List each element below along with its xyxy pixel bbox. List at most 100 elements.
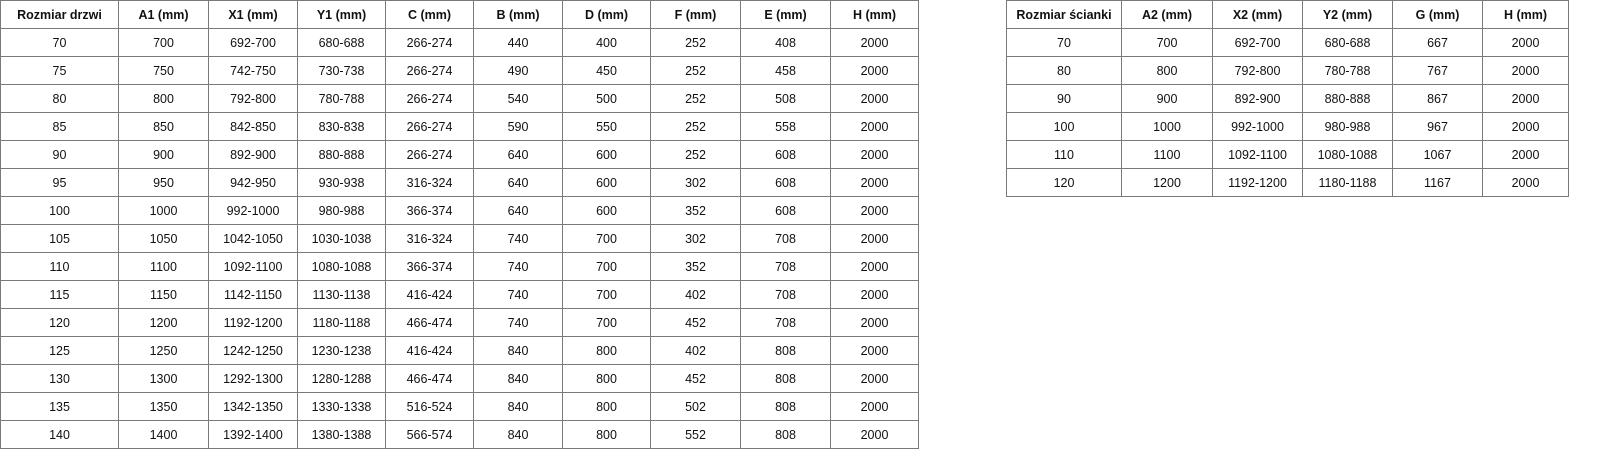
table-cell: 692-700	[1212, 28, 1303, 57]
table-cell: 700	[562, 252, 651, 281]
table-cell: 450	[562, 56, 651, 85]
table-cell: 366-374	[385, 196, 474, 225]
table-cell: 1380-1388	[297, 420, 386, 449]
table-cell: 700	[562, 280, 651, 309]
table-cell: 452	[650, 308, 741, 337]
table-cell: 950	[118, 168, 209, 197]
table-cell: 466-474	[385, 308, 474, 337]
table-cell: 70	[1006, 28, 1122, 57]
table-cell: 1142-1150	[208, 280, 298, 309]
table-row: 105 1050 1042-1050 1030-1038 316-324 740 700 30…	[0, 224, 919, 253]
header-row: Rozmiar ścianki A2 (mm) X2 (mm) Y2 (mm) G (m…	[1006, 0, 1569, 29]
table-cell: 608	[740, 140, 831, 169]
table-row: 110 1100 1092-1100 1080-1088 1067 2000	[1006, 140, 1569, 169]
table-cell: 1030-1038	[297, 224, 386, 253]
table-row: 120 1200 1192-1200 1180-1188 466-474 740 700 45…	[0, 308, 919, 337]
table-cell: 80	[0, 84, 119, 113]
table-cell: 550	[562, 112, 651, 141]
table-cell: 75	[0, 56, 119, 85]
table-row: 130 1300 1292-1300 1280-1288 466-474 840 800 45…	[0, 364, 919, 393]
table-cell: 402	[650, 280, 741, 309]
table-cell: 516-524	[385, 392, 474, 421]
table-cell: 640	[473, 168, 563, 197]
column-header: E (mm)	[740, 0, 831, 29]
table-cell: 120	[1006, 168, 1122, 197]
table-cell: 892-900	[208, 140, 298, 169]
table-cell: 110	[0, 252, 119, 281]
table-cell: 266-274	[385, 140, 474, 169]
table-cell: 1342-1350	[208, 392, 298, 421]
table-cell: 1092-1100	[208, 252, 298, 281]
table-cell: 1192-1200	[208, 308, 298, 337]
table-cell: 830-838	[297, 112, 386, 141]
table-row: 80 800 792-800 780-788 266-274 540 500 252 508 20…	[0, 84, 919, 113]
table-row: 75 750 742-750 730-738 266-274 490 450 252 458 20…	[0, 56, 919, 85]
table-cell: 1130-1138	[297, 280, 386, 309]
table-cell: 252	[650, 112, 741, 141]
table-cell: 1292-1300	[208, 364, 298, 393]
table-cell: 1092-1100	[1212, 140, 1303, 169]
table-cell: 2000	[1482, 84, 1569, 113]
table-cell: 502	[650, 392, 741, 421]
table-cell: 867	[1392, 84, 1483, 113]
table-cell: 2000	[830, 364, 919, 393]
table-cell: 2000	[830, 280, 919, 309]
table-cell: 2000	[830, 112, 919, 141]
table-row: 80 800 792-800 780-788 767 2000	[1006, 56, 1569, 85]
table-cell: 767	[1392, 56, 1483, 85]
table-cell: 800	[562, 364, 651, 393]
table-cell: 840	[473, 420, 563, 449]
table-cell: 440	[473, 28, 563, 57]
column-header: A1 (mm)	[118, 0, 209, 29]
table-cell: 942-950	[208, 168, 298, 197]
table-cell: 680-688	[297, 28, 386, 57]
column-header: Y1 (mm)	[297, 0, 386, 29]
column-header: H (mm)	[830, 0, 919, 29]
table-cell: 500	[562, 84, 651, 113]
table-cell: 2000	[830, 224, 919, 253]
table-cell: 1080-1088	[297, 252, 386, 281]
table-cell: 992-1000	[208, 196, 298, 225]
column-header: F (mm)	[650, 0, 741, 29]
table-cell: 740	[473, 224, 563, 253]
table-cell: 600	[562, 140, 651, 169]
table-cell: 730-738	[297, 56, 386, 85]
table-cell: 2000	[1482, 168, 1569, 197]
table-cell: 708	[740, 280, 831, 309]
table-cell: 2000	[830, 336, 919, 365]
table-cell: 980-988	[1302, 112, 1393, 141]
table-cell: 115	[0, 280, 119, 309]
table-cell: 408	[740, 28, 831, 57]
table-row: 90 900 892-900 880-888 867 2000	[1006, 84, 1569, 113]
table-cell: 740	[473, 308, 563, 337]
table-cell: 740	[473, 280, 563, 309]
table-cell: 842-850	[208, 112, 298, 141]
table-cell: 1250	[118, 336, 209, 365]
table-cell: 90	[1006, 84, 1122, 113]
table-cell: 100	[1006, 112, 1122, 141]
table-cell: 2000	[830, 252, 919, 281]
table-cell: 1180-1188	[297, 308, 386, 337]
table-cell: 780-788	[1302, 56, 1393, 85]
table-cell: 2000	[830, 84, 919, 113]
table-cell: 930-938	[297, 168, 386, 197]
table-cell: 640	[473, 140, 563, 169]
table-cell: 1150	[118, 280, 209, 309]
table-cell: 1042-1050	[208, 224, 298, 253]
table-cell: 558	[740, 112, 831, 141]
table-cell: 70	[0, 28, 119, 57]
table-cell: 1100	[118, 252, 209, 281]
table-cell: 880-888	[1302, 84, 1393, 113]
column-header: X2 (mm)	[1212, 0, 1303, 29]
table-row: 95 950 942-950 930-938 316-324 640 600 302 608 20…	[0, 168, 919, 197]
table-cell: 980-988	[297, 196, 386, 225]
table-row: 135 1350 1342-1350 1330-1338 516-524 840 800 50…	[0, 392, 919, 421]
table-cell: 2000	[830, 196, 919, 225]
table-cell: 1200	[1121, 168, 1213, 197]
table-row: 120 1200 1192-1200 1180-1188 1167 2000	[1006, 168, 1569, 197]
table-cell: 2000	[830, 308, 919, 337]
table-cell: 708	[740, 252, 831, 281]
table-cell: 302	[650, 168, 741, 197]
table-cell: 608	[740, 196, 831, 225]
table-cell: 266-274	[385, 28, 474, 57]
